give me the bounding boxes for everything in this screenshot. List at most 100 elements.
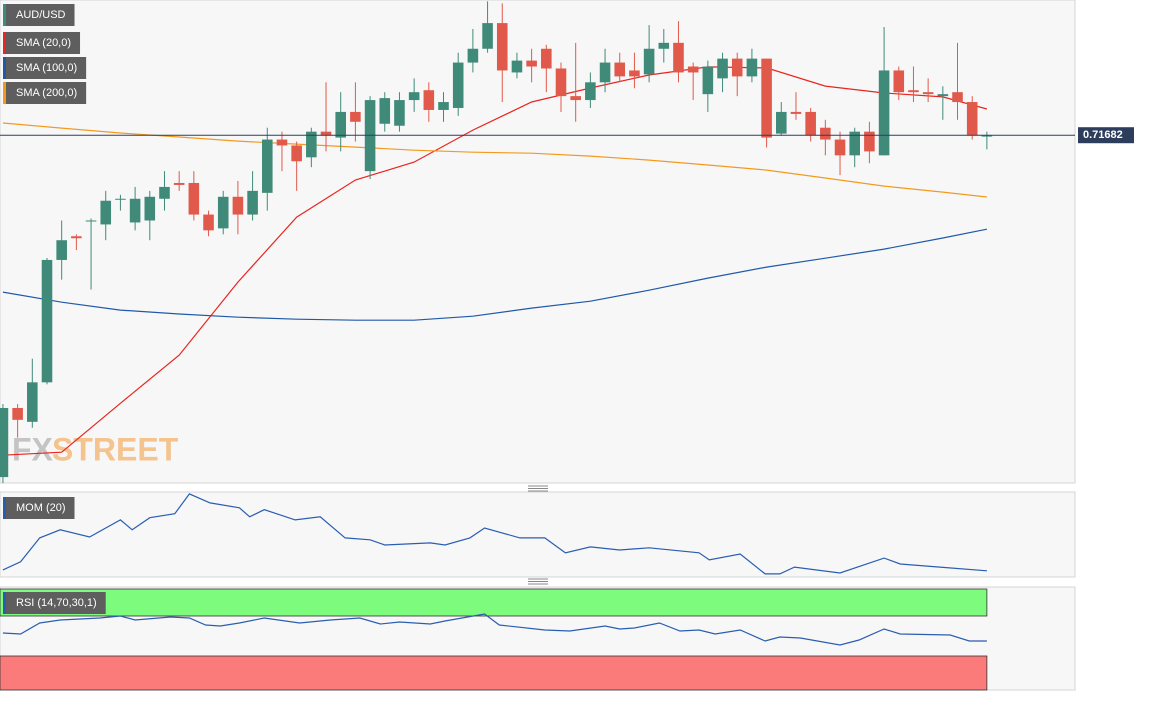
candle-body [12,407,23,420]
legend-swatch [3,82,6,104]
candle-body [173,182,185,185]
sma-line [2,66,988,456]
background-layer: FX STREET [0,431,988,691]
candle-body [952,92,963,103]
candle-body [746,58,758,77]
last-price-box [1078,127,1134,144]
candle-body [71,236,82,239]
candle-body [658,42,670,49]
legend-label: SMA (100,0) [16,62,77,74]
legend-entry: AUD/USD [3,4,75,26]
watermark: STREET [52,431,179,467]
candle-body [159,186,170,199]
labels-layer: 0.71682 AUD/USD SMA (20,0) SMA (100,0) SMA (… [3,4,1134,614]
candle-body [629,70,640,77]
candle-body [834,139,846,156]
candle-body [0,407,9,478]
candle-body [878,70,890,156]
candle-body [731,58,743,77]
mom-panel [0,491,1076,578]
candle-body [232,196,244,215]
indicator-line [2,613,987,646]
oversold-band [0,655,988,691]
candle-body [144,196,156,221]
sma-line [2,122,987,198]
candle-body [614,62,626,77]
legend-swatch [3,57,6,79]
candle-body [908,90,919,93]
legend-entry: RSI (14,70,30,1) [3,592,106,614]
candle-body [291,145,302,162]
candle-body [496,23,508,71]
candle-body [320,131,332,136]
candle-body [717,58,728,79]
legend-swatch [3,592,6,614]
candle-body [408,92,420,101]
candle-body [643,48,655,75]
candle-body [511,60,523,73]
candle-body [217,196,229,229]
watermark: FX [12,431,54,467]
sma-line [2,228,988,321]
candle-body [115,198,126,200]
candle-body [306,131,317,158]
candle-body [452,62,464,108]
legend-label: AUD/USD [16,9,66,21]
candle-body [482,23,493,49]
marks-layer [0,1,1075,646]
candle-body [966,102,978,136]
candle-body [467,48,479,63]
legend-entry: SMA (20,0) [3,32,81,54]
candle-body [790,111,802,114]
candle-body [820,127,831,140]
candle-body [864,131,875,152]
candle-body [937,94,949,97]
legend-box [3,497,75,519]
candle-body [849,131,860,156]
candle-body [41,259,53,383]
legend-swatch [3,32,6,54]
legend-entry: MOM (20) [3,497,75,519]
candle-body [261,139,273,193]
candle-body [922,92,934,95]
candle-body [394,100,405,126]
legend-label: SMA (200,0) [16,87,77,99]
candle-body [761,58,772,138]
candle-body [570,96,581,101]
candle-body [188,182,200,215]
legend-box [3,4,75,26]
legend-box [3,32,81,54]
candle-body [585,82,596,101]
legend-swatch [3,497,6,519]
candle-body [702,66,714,95]
legend-swatch [3,4,6,26]
resize-handle[interactable] [528,485,548,585]
candle-body [203,214,214,231]
candle-body [100,200,112,225]
candle-body [85,220,97,222]
candle-body [555,68,567,97]
candle-body [687,66,699,73]
legend-label: SMA (20,0) [16,37,71,49]
candle-body [423,90,435,110]
candle-body [56,240,67,260]
legend-label: RSI (14,70,30,1) [16,597,97,609]
candle-body [350,111,361,122]
candle-body [526,60,537,67]
legend-entry: SMA (200,0) [3,82,87,104]
candle-body [379,98,391,124]
overbought-band [0,588,988,617]
candle-body [805,111,816,136]
last-price-label: 0.71682 [1083,129,1123,141]
candle-body [673,42,684,73]
legend-entry: SMA (100,0) [3,57,87,79]
legend-box [3,82,87,104]
candle-body [981,135,993,137]
indicator-line [2,493,987,575]
candle-body [599,62,611,83]
legend-box [3,57,87,79]
candle-body [541,48,552,69]
candle-body [247,190,258,215]
legend-label: MOM (20) [16,502,66,514]
